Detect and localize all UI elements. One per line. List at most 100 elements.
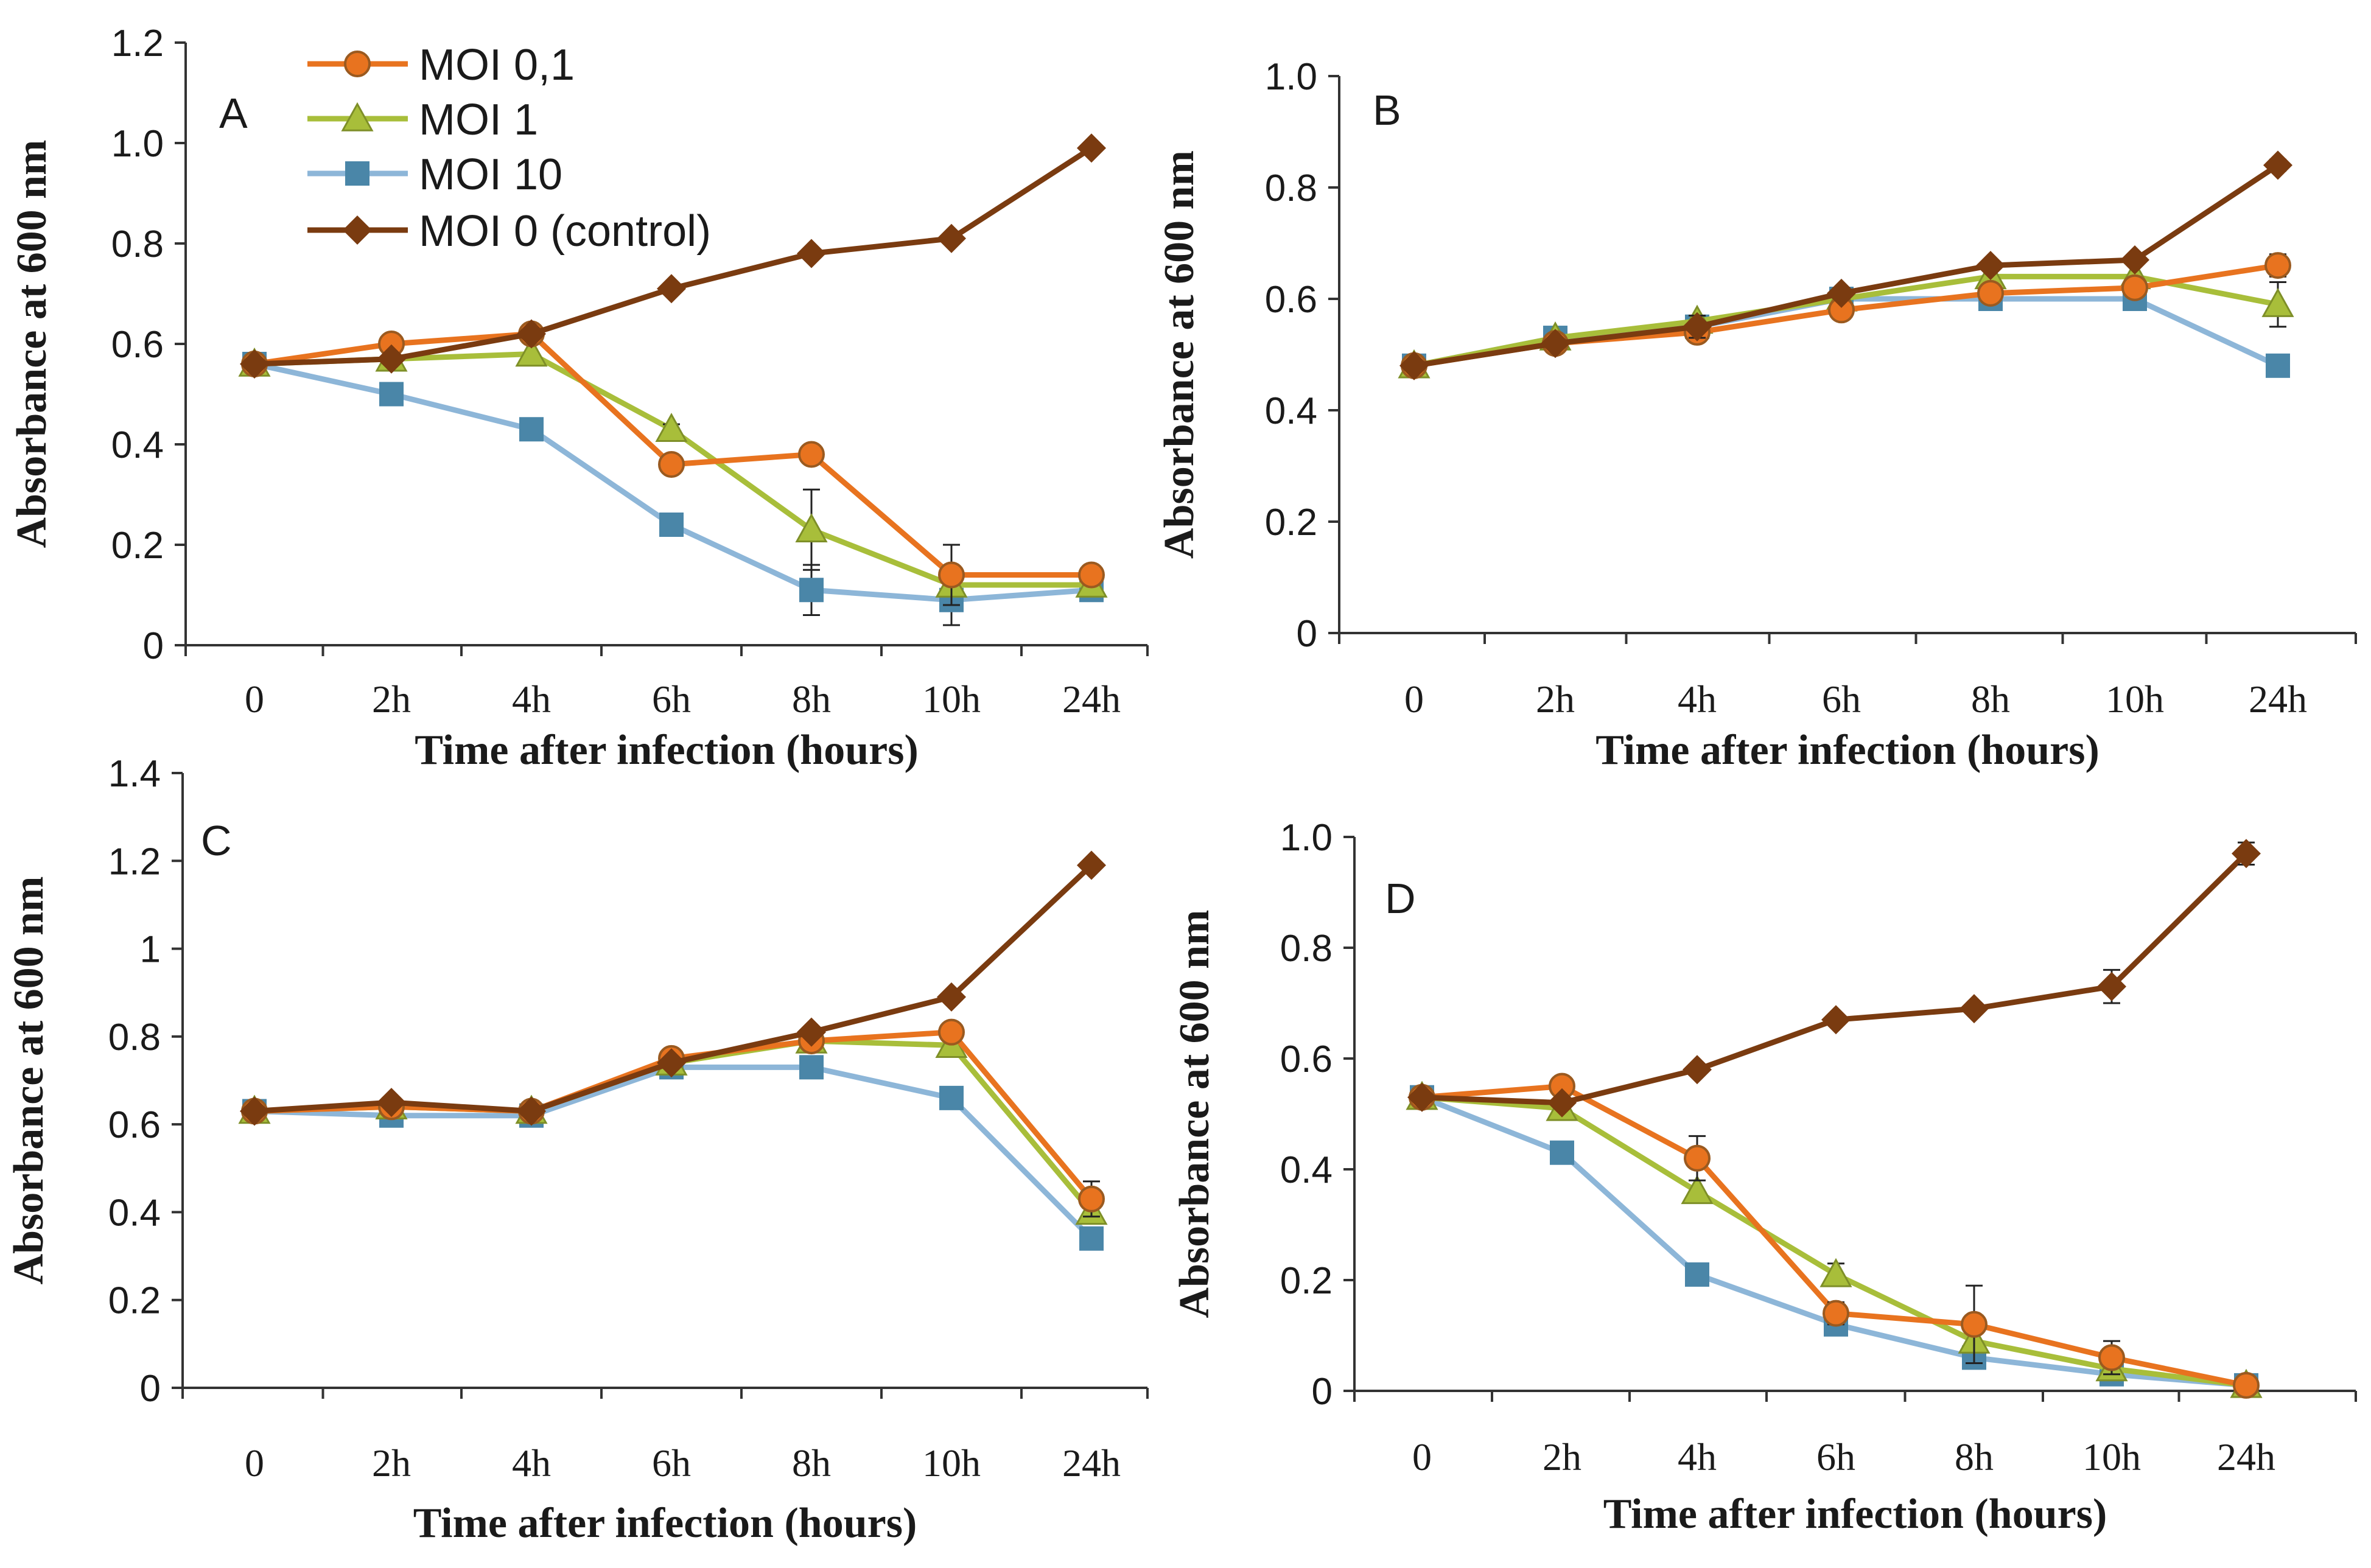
data-point-moi10 [799,578,824,603]
series-line-moi10 [1421,1094,2247,1388]
x-tick-label: 2h [372,1441,411,1485]
y-tick-label: 0.6 [1280,1038,1333,1080]
y-axis-title: Absorbance at 600 nm [1156,150,1203,559]
data-point-moi01 [1078,561,1105,589]
data-point-moi10 [379,382,404,407]
series-line-moi01 [1421,1083,2247,1388]
data-point-moi10 [1079,1226,1104,1251]
y-tick-label: 0.2 [1280,1260,1333,1302]
y-tick-label: 0.2 [108,1280,161,1322]
x-tick-label: 24h [1062,677,1121,721]
y-tick-label: 0.8 [108,1017,161,1059]
y-tick-label: 0 [1312,1371,1333,1413]
y-tick-label: 0.8 [1265,167,1317,209]
x-tick-label: 6h [1822,677,1861,721]
y-tick-label: 0 [1297,613,1317,655]
data-point-control [937,223,966,253]
series-line-control [254,145,1093,367]
data-point-moi1 [655,413,688,442]
data-point-moi1 [2261,288,2294,317]
x-tick-label: 4h [1678,677,1717,721]
data-point-control [797,239,826,268]
data-point-control [1683,312,1712,341]
y-tick-label: 1.0 [1280,817,1333,859]
x-tick-label: 0 [1412,1435,1432,1479]
panel-label: B [1373,86,1401,134]
legend-label-control: MOI 0 (control) [419,207,711,256]
y-tick-label: 1.2 [108,841,161,883]
x-axis-title: Time after infection (hours) [1603,1491,2107,1538]
x-axis-title: Time after infection (hours) [415,727,919,774]
legend-marker-moi01 [344,51,371,77]
data-point-moi01 [1977,279,2004,307]
y-tick-label: 0.4 [1265,390,1317,432]
y-tick-label: 1.0 [1265,56,1317,98]
x-tick-label: 10h [922,1441,981,1485]
y-tick-label: 0.4 [111,424,164,466]
data-point-control [657,274,686,304]
x-axis-title: Time after infection (hours) [1595,727,2100,774]
legend-marker-control [343,215,372,245]
panel-c: 0 0.2 0.4 0.6 0.8 1 1.2 1.4 0 2h 4h 6h 8h 10h 24h Time … [5,753,1149,1547]
x-tick-label: 4h [512,677,551,721]
legend-marker-moi10 [345,161,369,186]
data-point-control [1399,351,1429,380]
x-tick-label: 2h [1536,677,1575,721]
data-point-moi01 [2233,1371,2260,1399]
data-point-control [517,1096,546,1126]
data-point-moi01 [2264,252,2291,279]
x-tick-label: 10h [922,677,981,721]
panel-label: C [201,817,232,864]
data-point-moi01 [938,1018,965,1046]
data-point-moi01 [1823,1300,1849,1327]
data-point-moi10 [2266,353,2290,378]
data-point-control [2232,839,2261,869]
y-tick-label: 0.4 [1280,1149,1333,1191]
data-point-moi01 [1684,1144,1711,1172]
panel-b: 0 0.2 0.4 0.6 0.8 1.0 0 2h 4h 6h 8h 10h 24h Time afte… [1156,56,2357,774]
y-tick-label: 0.8 [111,223,164,265]
legend: MOI 0,1 MOI 1 MOI 10 MOI 0 (control) [307,41,711,256]
data-point-control [1827,278,1856,308]
x-axis-title: Time after infection (hours) [413,1500,917,1547]
panel-d: 0 0.2 0.4 0.6 0.8 1.0 0 2h 4h 6h 8h 10h 24h Time afte… [1171,817,2357,1538]
data-point-moi01 [798,441,825,468]
data-point-control [517,319,546,349]
data-point-control [1683,1055,1712,1085]
data-point-control [240,349,269,379]
x-tick-label: 24h [2249,677,2307,721]
legend-marker-moi1 [341,102,374,131]
x-tick-label: 0 [1404,677,1424,721]
y-tick-label: 1.2 [111,23,164,65]
panel-label: A [219,89,248,137]
panel-label: D [1385,875,1416,922]
data-point-control [1821,1005,1851,1035]
x-tick-label: 6h [652,1441,691,1485]
x-tick-label: 2h [1543,1435,1581,1479]
data-point-control [2097,971,2126,1001]
y-tick-label: 0.6 [1265,279,1317,321]
x-tick-label: 6h [652,677,691,721]
x-tick-label: 24h [2217,1435,2275,1479]
x-tick-label: 4h [512,1441,551,1485]
y-tick-label: 0.2 [1265,502,1317,544]
x-tick-label: 24h [1062,1441,1121,1485]
panel-a: 0 0.2 0.4 0.6 0.8 1.0 1.2 0 2h 4h 6h 8h 10h 24h Time a… [9,23,1149,774]
data-point-moi01 [2121,274,2148,301]
y-axis-title: Absorbance at 600 nm [9,140,55,548]
data-point-moi10 [1685,1262,1709,1287]
data-point-moi1 [795,513,828,542]
data-point-control [1976,251,2005,281]
series-line-moi1 [1421,1094,2247,1388]
y-axis-title: Absorbance at 600 nm [1171,910,1218,1318]
y-tick-label: 0.6 [108,1104,161,1146]
data-point-moi10 [939,1085,964,1110]
series-line-moi10 [254,1064,1094,1241]
data-point-moi10 [799,1055,824,1080]
x-tick-label: 8h [792,1441,831,1485]
data-point-moi01 [938,561,965,589]
data-point-moi01 [658,451,685,478]
legend-label-moi1: MOI 1 [419,96,538,144]
x-tick-label: 10h [2106,677,2164,721]
